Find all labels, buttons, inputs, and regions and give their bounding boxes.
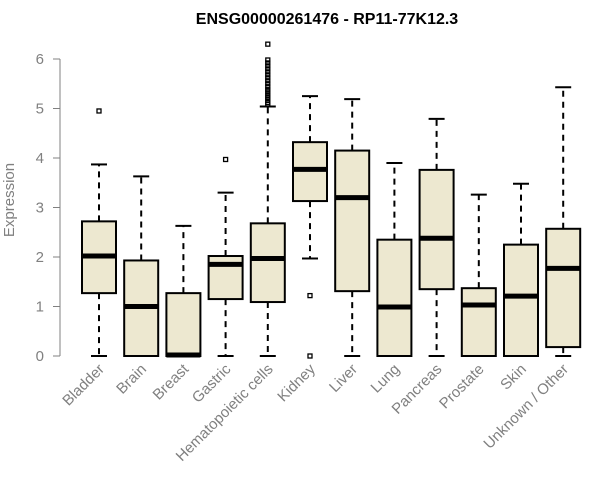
box-brain (123, 175, 160, 357)
iqr-box (165, 292, 202, 358)
x-category-label: Kidney (274, 360, 319, 405)
box-lung (376, 161, 413, 357)
box-skin (503, 182, 539, 357)
outlier-point (265, 92, 271, 98)
outlier-point (265, 84, 271, 90)
y-tick-label: 2 (36, 249, 44, 266)
x-category-label: Lung (368, 361, 404, 397)
outlier-point (265, 72, 271, 78)
box-prostate (460, 193, 497, 357)
iqr-box (249, 222, 286, 304)
x-category-label: Brain (113, 361, 150, 398)
x-category-label: Liver (326, 361, 361, 396)
iqr-box (545, 227, 582, 349)
outlier-point (265, 60, 271, 66)
iqr-box (418, 168, 455, 291)
x-category-label: Breast (150, 360, 193, 403)
y-tick-label: 6 (36, 51, 44, 68)
outlier-point (265, 81, 271, 87)
y-tick-label: 4 (36, 150, 44, 167)
y-tick-label: 5 (36, 101, 44, 118)
outlier-point (265, 75, 271, 81)
y-axis-label: Expression (1, 163, 18, 237)
outlier-point (265, 57, 271, 63)
box-breast (165, 224, 202, 358)
outlier-point (265, 78, 271, 84)
box-liver (334, 98, 371, 357)
box-hematopoietic-cells (249, 41, 286, 357)
outlier-point (307, 353, 313, 359)
iqr-box (334, 149, 371, 293)
y-tick-label: 1 (36, 299, 44, 316)
iqr-box (460, 287, 497, 357)
box-bladder (81, 108, 117, 357)
box-gastric (207, 156, 244, 357)
box-unknown-other (545, 86, 582, 357)
outlier-point (265, 41, 271, 47)
outlier-point (307, 292, 313, 299)
chart-title: ENSG00000261476 - RP11-77K12.3 (196, 11, 459, 28)
y-axis: 0 1 2 3 4 5 6 (36, 51, 61, 365)
x-category-label: Skin (497, 361, 530, 394)
x-category-label: Bladder (59, 361, 108, 410)
y-tick-label: 0 (36, 348, 44, 365)
box-pancreas (418, 117, 455, 357)
boxes-group (81, 41, 582, 359)
outlier-point (222, 156, 229, 163)
outlier-point (265, 66, 271, 72)
outlier-point (96, 108, 102, 114)
x-category-label: Prostate (436, 361, 488, 413)
iqr-box (376, 238, 413, 357)
box-kidney (292, 95, 328, 359)
y-tick-label: 3 (36, 200, 44, 217)
outlier-point (265, 69, 271, 75)
iqr-box (503, 243, 539, 357)
outlier-point (265, 87, 271, 93)
outlier-point (265, 63, 271, 69)
